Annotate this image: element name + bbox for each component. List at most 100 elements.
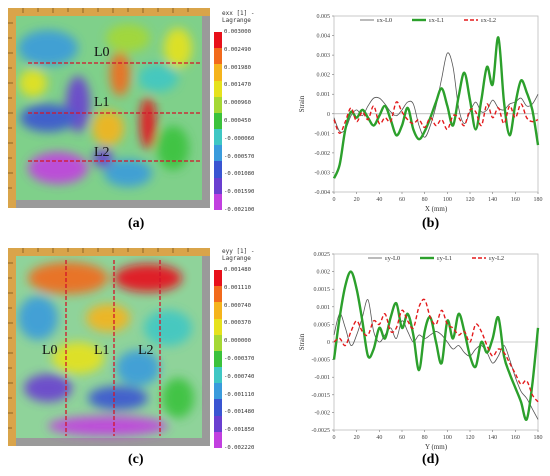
y-tick-label: -0.003 <box>315 170 331 176</box>
ruler-top-c <box>8 248 210 256</box>
y-tick-label: 0.0015 <box>314 287 331 293</box>
ruler-top <box>8 8 210 16</box>
y-axis-label: Strain <box>298 333 306 350</box>
colorbar-segment <box>214 96 222 114</box>
strain-map-c: L0 L1 L2 <box>8 248 210 446</box>
colorbar-tick-label: 0.003000 <box>224 29 251 35</box>
colorbar-segment <box>214 399 222 417</box>
x-tick-label: 40 <box>376 197 382 203</box>
colorbar-segment <box>214 302 222 320</box>
y-tick-label: 0.0005 <box>314 322 331 328</box>
series-line-2 <box>332 270 540 421</box>
colorbar-segment <box>214 270 222 287</box>
plot-area <box>333 15 539 193</box>
x-tick-label: 140 <box>488 435 497 441</box>
caption-b: (b) <box>422 216 440 231</box>
strain-map-a: L0 L1 L2 <box>8 8 210 208</box>
colorbar-tick-label: 0.001470 <box>224 82 251 89</box>
y-tick-label: -0.004 <box>315 190 331 196</box>
x-tick-label: 80 <box>422 197 428 203</box>
legend-label: εy-L0 <box>385 255 400 262</box>
colorbar-tick-label: -0.001480 <box>224 409 255 416</box>
colorbar-tick-label: -0.000370 <box>224 356 255 362</box>
series-line-3 <box>333 101 539 135</box>
y-tick-label: 0.002 <box>317 73 331 79</box>
y-tick-label: 0 <box>327 112 330 118</box>
colorbar-tick-label: 0.000000 <box>224 338 251 345</box>
colorbar-title-c-2: Lagrange <box>222 255 251 262</box>
strain-field-image-a: L0 L1 L2 <box>8 8 210 208</box>
y-tick-label: -0.002 <box>315 410 331 416</box>
y-tick-label: -0.0025 <box>312 428 331 434</box>
series-line-3 <box>333 298 539 403</box>
line-label-c-l2: L2 <box>138 343 154 358</box>
line-label-l2: L2 <box>94 145 110 160</box>
series-line-2 <box>332 36 540 179</box>
colorbar-tick-label: 0.000960 <box>224 100 251 107</box>
colorbar-tick-label: -0.000570 <box>224 153 255 160</box>
colorbar-tick-label: -0.000740 <box>224 373 255 380</box>
x-tick-label: 40 <box>376 435 382 441</box>
line-label-l1: L1 <box>94 95 110 110</box>
y-tick-label: -0.001 <box>315 375 331 381</box>
y-tick-label: 0.005 <box>317 14 331 20</box>
colorbar-segment <box>214 318 222 336</box>
colorbar-segment <box>214 64 222 82</box>
colorbar-segment <box>214 129 222 146</box>
x-tick-label: 20 <box>354 435 360 441</box>
colorbar-tick-label: 0.000740 <box>224 302 251 309</box>
x-tick-label: 160 <box>511 197 520 203</box>
colorbar-tick-label: -0.002100 <box>224 207 255 213</box>
line-label-l0: L0 <box>94 45 110 60</box>
y-tick-label: 0.002 <box>317 270 331 276</box>
colorbar-tick-label: -0.001850 <box>224 427 255 434</box>
y-tick-label: 0.004 <box>317 34 331 40</box>
x-tick-label: 80 <box>422 435 428 441</box>
y-axis-label: Strain <box>298 95 306 112</box>
ruler-left <box>8 8 16 208</box>
x-tick-label: 20 <box>354 197 360 203</box>
legend-label: εx-L2 <box>481 17 496 24</box>
colorbar-tick-label: 0.001480 <box>224 267 251 273</box>
colorbar-tick-label: 0.000370 <box>224 320 251 327</box>
colorbar-tick-label: 0.001110 <box>224 284 251 291</box>
colorbar-segment <box>214 350 222 368</box>
panel-c: L0 L1 L2 eyy [1] - Lagrange 0.001480 0.00… <box>0 238 275 476</box>
colorbar-segment <box>214 48 222 65</box>
chart-b: 0.005 0.004 0.003 0.002 0.001 0 -0.001 -0.002 -0… <box>276 0 550 238</box>
legend-label: εy-L1 <box>437 255 452 262</box>
colorbar-tick-label: -0.001110 <box>224 391 255 398</box>
x-axis-label: X (mm) <box>425 205 448 213</box>
colorbar-segment <box>214 193 222 211</box>
x-tick-label: 180 <box>534 435 543 441</box>
colorbar-segment <box>214 383 222 400</box>
legend-label: εy-L2 <box>489 255 504 262</box>
colorbar-segment <box>214 112 222 130</box>
legend-label: εx-L0 <box>377 17 392 24</box>
x-tick-label: 180 <box>534 197 543 203</box>
colorbar-title-a-2: Lagrange <box>222 17 251 24</box>
x-tick-label: 140 <box>488 197 497 203</box>
y-tick-label: 0.0025 <box>314 252 331 258</box>
colorbar-tick-label: -0.001590 <box>224 189 255 196</box>
legend-label: εx-L1 <box>429 17 444 24</box>
x-tick-label: 160 <box>511 435 520 441</box>
colorbar-segment <box>214 145 222 162</box>
x-tick-label: 100 <box>443 197 452 203</box>
colorbar-segment <box>214 431 222 449</box>
colorbar-segment <box>214 80 222 98</box>
x-tick-label: 60 <box>399 197 405 203</box>
y-tick-label: 0 <box>327 340 330 346</box>
chart-d: 0.0025 0.002 0.0015 0.001 0.0005 0 -0.0005 -0.0… <box>276 238 550 476</box>
strain-field-image-c: L0 L1 L2 <box>8 248 210 446</box>
panel-a: L0 L1 L2 exx [1] - Lagrange 0.003000 0.00… <box>0 0 275 238</box>
colorbar-segment <box>214 161 222 179</box>
caption-a: (a) <box>128 216 145 231</box>
colorbar-title-a-1: exx [1] - <box>222 10 255 17</box>
colorbar-tick-label: -0.001080 <box>224 171 255 178</box>
y-tick-label: 0.001 <box>317 92 331 98</box>
x-axis-label: Y (mm) <box>425 443 448 451</box>
x-tick-label: 0 <box>333 197 336 203</box>
colorbar-tick-label: -0.002220 <box>224 445 255 451</box>
chart-d-svg: 0.0025 0.002 0.0015 0.001 0.0005 0 -0.0005 -0.0… <box>298 252 543 451</box>
